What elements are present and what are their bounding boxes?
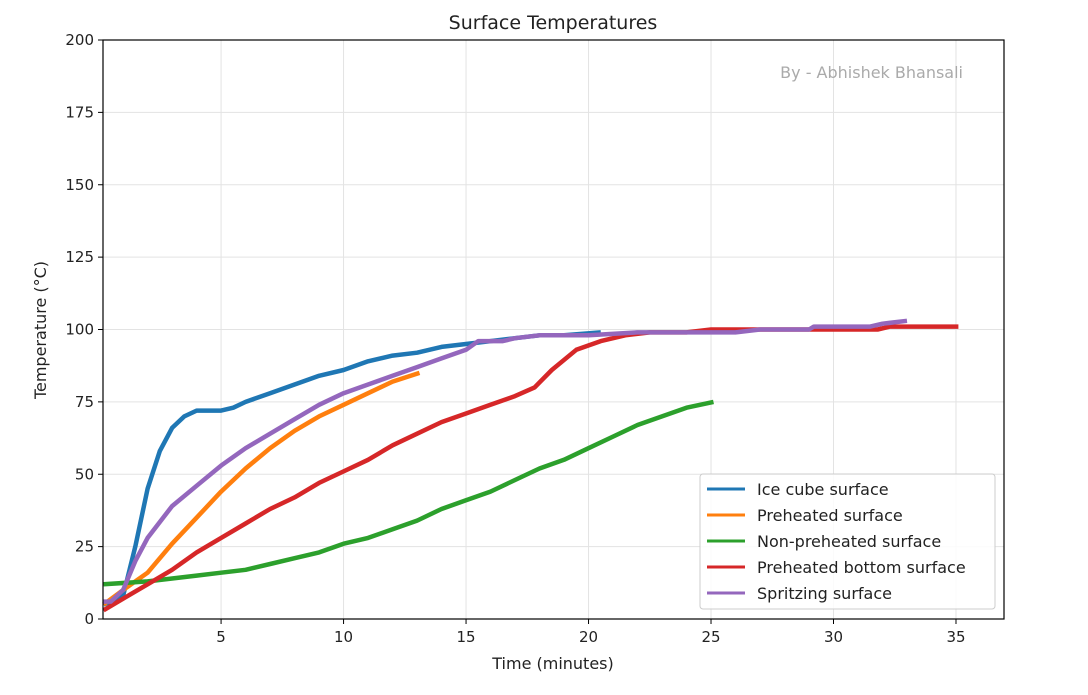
chart-title: Surface Temperatures (449, 12, 658, 34)
x-axis-label: Time (minutes) (491, 654, 614, 673)
x-tick-label: 5 (216, 628, 226, 646)
y-axis-label: Temperature (°C) (31, 261, 50, 400)
watermark-annotation: By - Abhishek Bhansali (780, 63, 963, 82)
x-tick-label: 35 (946, 628, 965, 646)
series-line-spritzing-surface (103, 318, 908, 604)
x-tick-label: 25 (701, 628, 720, 646)
axis-ticks: 5 10 15 20 25 30 35 0 25 50 75 100 125 150 175 200 (65, 31, 965, 646)
y-tick-label: 75 (75, 393, 94, 411)
series-line-preheated-surface (102, 370, 421, 607)
legend-entry: Preheated surface (757, 506, 903, 525)
y-tick-label: 0 (84, 610, 94, 628)
legend-box (699, 473, 996, 610)
x-tick-label: 20 (579, 628, 598, 646)
y-tick-label: 175 (65, 103, 94, 121)
y-tick-label: 100 (65, 321, 94, 339)
y-tick-label: 200 (65, 31, 94, 49)
series-lines (102, 318, 959, 613)
legend-entry: Non-preheated surface (757, 532, 941, 551)
x-tick-label: 10 (334, 628, 353, 646)
legend-entry: Preheated bottom surface (757, 558, 966, 577)
y-tick-label: 150 (65, 176, 94, 194)
y-tick-label: 25 (75, 538, 94, 556)
x-tick-label: 15 (456, 628, 475, 646)
legend: Ice cube surface Preheated surface Non-pre… (699, 473, 996, 610)
legend-entry: Ice cube surface (757, 480, 889, 499)
y-tick-label: 125 (65, 248, 94, 266)
y-tick-label: 50 (75, 465, 94, 483)
series-line-non-preheated-surface (103, 399, 714, 587)
legend-entry: Spritzing surface (757, 584, 892, 603)
x-tick-label: 30 (824, 628, 843, 646)
